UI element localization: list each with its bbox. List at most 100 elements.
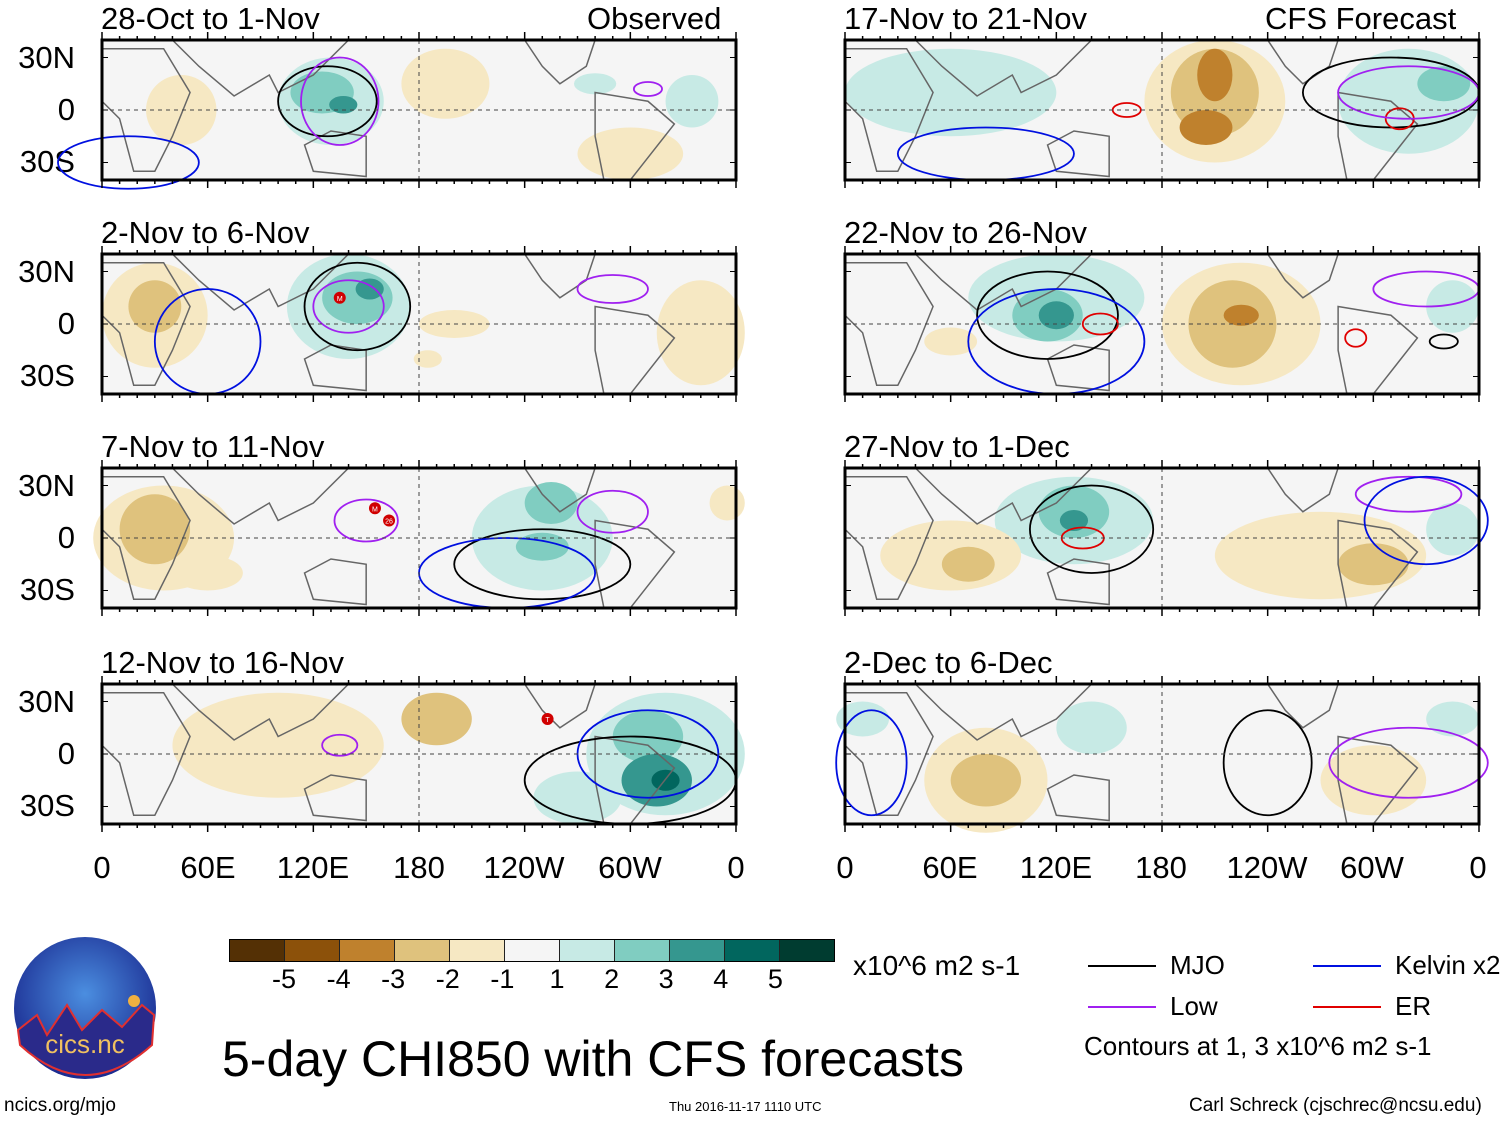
lat-tick: 30S — [19, 788, 75, 823]
legend-mjo: MJO — [1088, 950, 1225, 981]
anomaly-region — [119, 494, 191, 565]
map-panel — [835, 676, 1489, 833]
low-contour — [312, 279, 385, 334]
kelvin-contour — [835, 709, 908, 817]
map-panel — [57, 32, 738, 190]
colorbar-label: -5 — [271, 964, 297, 994]
colorbar-label: 1 — [549, 964, 565, 994]
lon-tick: 120W — [483, 850, 565, 885]
mjo-contour — [1222, 709, 1313, 817]
lon-tick: 120W — [1226, 850, 1308, 885]
lat-tick: 30S — [19, 572, 75, 607]
coastline — [101, 692, 191, 816]
colorbar — [229, 939, 835, 962]
lon-tick: 0 — [1469, 850, 1487, 885]
colorbar-swatch — [450, 940, 505, 961]
colorbar-label: 3 — [658, 964, 674, 994]
coastline — [303, 774, 367, 822]
coastline — [101, 48, 191, 172]
panel-title: 17-Nov to 21-Nov — [844, 1, 1087, 36]
lon-tick: 60E — [922, 850, 978, 885]
colorbar-swatch — [780, 940, 834, 961]
low-contour — [576, 489, 649, 534]
coastline — [170, 467, 351, 525]
lon-tick: 0 — [727, 850, 745, 885]
footer-timestamp: Thu 2016-11-17 1110 UTC — [669, 1099, 822, 1114]
colorbar-swatch — [285, 940, 340, 961]
anomaly-region — [573, 73, 617, 95]
colorbar-swatch — [230, 940, 285, 961]
anomaly-region — [401, 692, 472, 746]
observed-label: Observed — [587, 1, 722, 36]
anomaly-region — [329, 96, 358, 114]
colorbar-swatch — [340, 940, 395, 961]
coastline — [844, 476, 934, 600]
lon-tick: 60E — [180, 850, 236, 885]
legend-low: Low — [1088, 991, 1218, 1022]
mjo-contour — [1029, 484, 1155, 574]
legend-kelvin: Kelvin x2 — [1313, 950, 1501, 981]
anomaly-region — [533, 771, 622, 824]
coastline — [844, 262, 934, 386]
coastline — [303, 558, 367, 606]
coastline — [913, 683, 1094, 741]
storm-label: M — [372, 506, 378, 513]
coastline — [1046, 130, 1110, 178]
anomaly-region — [128, 280, 182, 333]
anomaly-region — [1059, 510, 1089, 531]
anomaly-region — [1038, 301, 1074, 330]
colorbar-label: -2 — [435, 964, 460, 994]
storm-label: T — [545, 717, 550, 724]
map-panel: M 26 — [93, 460, 745, 616]
map-panel — [843, 460, 1489, 616]
mjo-contour — [1428, 333, 1459, 350]
anomaly-region — [1179, 110, 1233, 145]
panel-title: 27-Nov to 1-Dec — [844, 429, 1070, 464]
anomaly-region — [665, 75, 719, 128]
contour-note: Contours at 1, 3 x10^6 m2 s-1 — [1084, 1031, 1432, 1061]
anomaly-region — [924, 327, 978, 356]
storm-icon — [383, 514, 396, 527]
anomaly-region — [1320, 745, 1427, 816]
coastline — [913, 39, 1094, 97]
colorbar-label: -4 — [326, 964, 351, 994]
map-panel — [843, 32, 1481, 188]
er-contour — [1344, 328, 1368, 348]
colorbar-units: x10^6 m2 s-1 — [853, 950, 1021, 981]
colorbar-swatch — [560, 940, 615, 961]
anomaly-region — [515, 532, 569, 561]
storm-icon — [333, 291, 346, 304]
low-contour — [1354, 475, 1463, 513]
figure-title: 5-day CHI850 with CFS forecasts — [222, 1031, 964, 1087]
lon-tick: 180 — [393, 850, 445, 885]
coastline — [1046, 774, 1110, 822]
logo-text: cics.nc — [45, 1029, 124, 1059]
mjo-contour — [303, 261, 412, 352]
mjo-contour — [976, 270, 1119, 360]
anomaly-region — [656, 280, 745, 386]
low-contour — [321, 733, 359, 757]
lon-tick: 60W — [1340, 850, 1404, 885]
anomaly-region — [1338, 543, 1409, 586]
coastline — [303, 130, 367, 178]
colorbar-label: -3 — [381, 964, 406, 994]
anomaly-region — [1338, 48, 1479, 154]
lat-tick: 30S — [19, 358, 75, 393]
lat-tick: 0 — [57, 92, 75, 127]
anomaly-region — [172, 555, 243, 591]
anomaly-region — [950, 754, 1022, 807]
coastline — [1046, 344, 1110, 392]
anomaly-region — [845, 48, 1057, 137]
panel-title: 7-Nov to 11-Nov — [101, 429, 325, 464]
colorbar-swatch — [615, 940, 670, 961]
lon-tick: 120E — [276, 850, 350, 885]
lat-tick: 30N — [18, 468, 75, 503]
lat-tick: 30N — [18, 40, 75, 75]
coastline — [913, 467, 1094, 525]
panel-title: 2-Nov to 6-Nov — [101, 215, 310, 250]
lon-tick: 120E — [1019, 850, 1093, 885]
anomaly-region — [401, 48, 490, 119]
lon-tick: 0 — [93, 850, 111, 885]
low-contour — [1328, 726, 1489, 799]
coastline — [101, 476, 191, 600]
